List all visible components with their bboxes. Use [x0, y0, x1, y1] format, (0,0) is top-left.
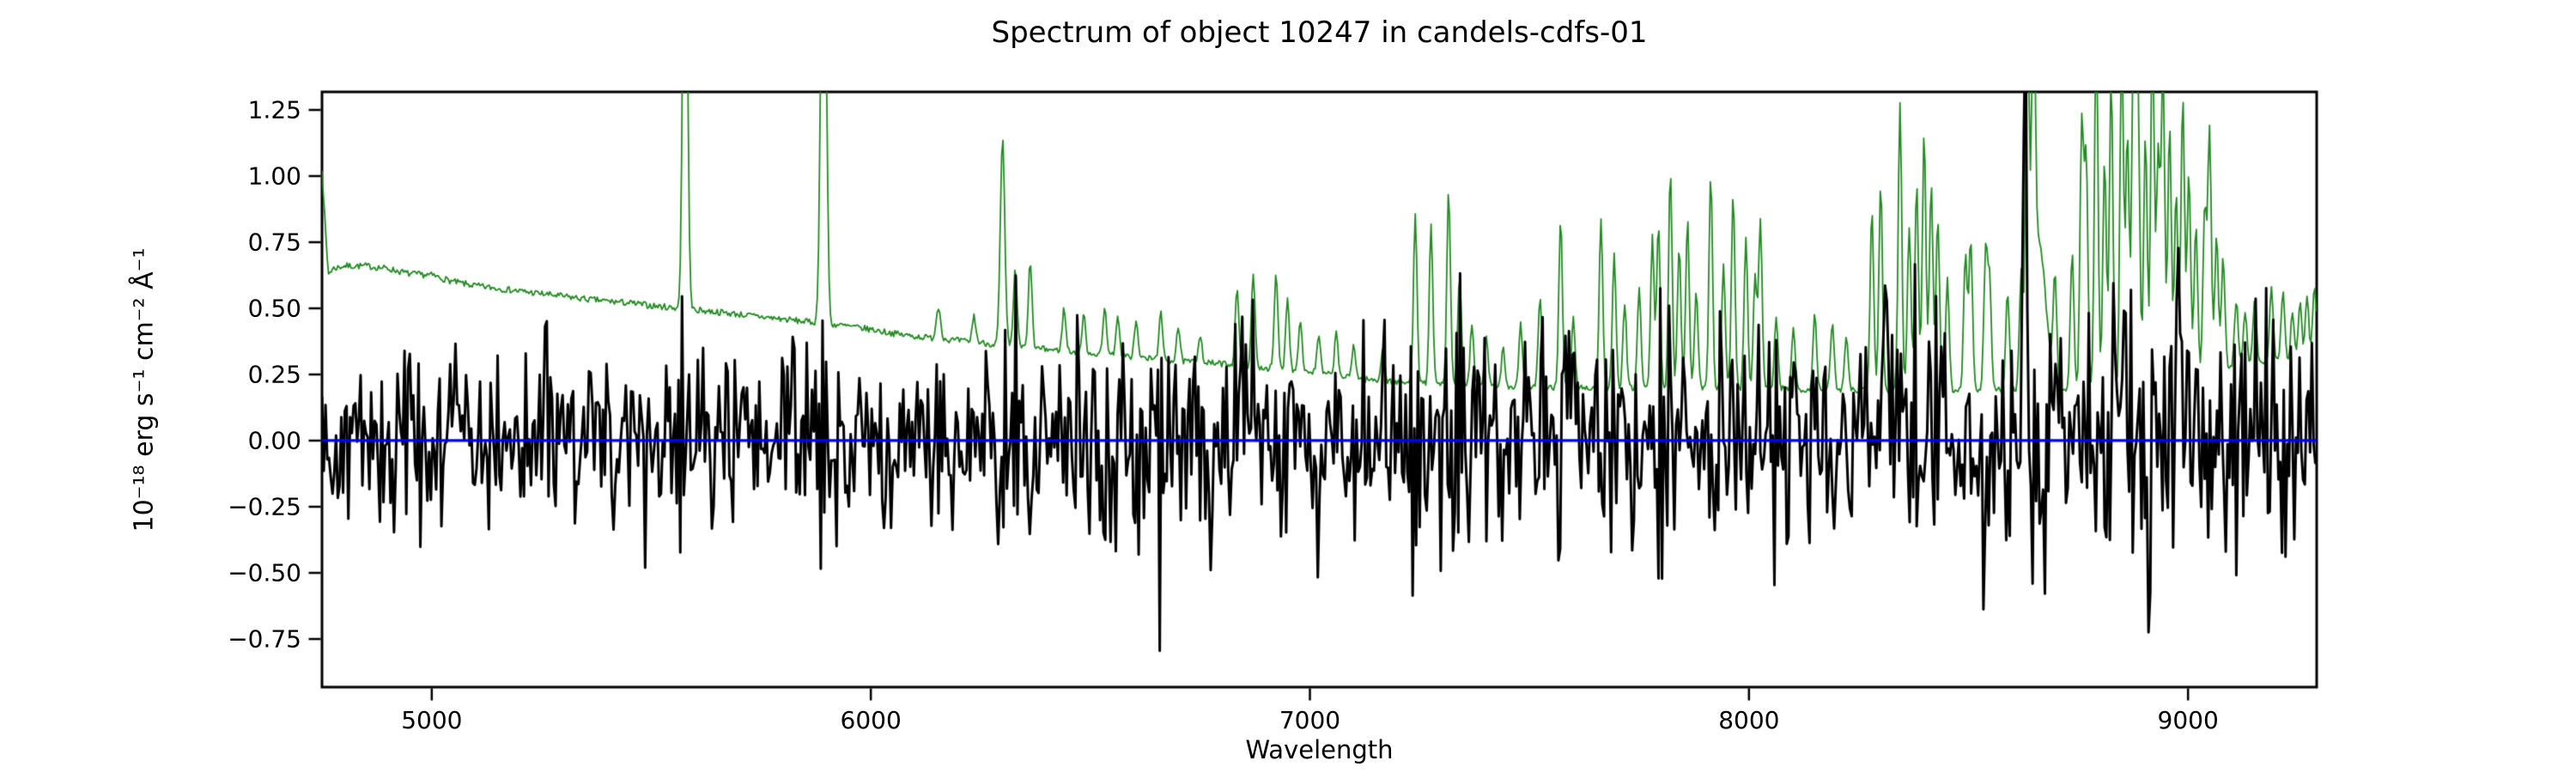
y-tick-label: −0.75	[228, 624, 301, 654]
x-tick-label: 8000	[1718, 706, 1780, 734]
y-tick-label: 0.25	[247, 360, 301, 389]
y-tick-label: 1.00	[247, 161, 301, 191]
y-tick-label: 0.50	[247, 294, 301, 323]
x-tick-label: 5000	[401, 706, 463, 734]
x-axis-label: Wavelength	[1245, 735, 1394, 764]
x-tick-label: 7000	[1279, 706, 1341, 734]
y-axis-label: 10⁻¹⁸ erg s⁻¹ cm⁻² Å⁻¹	[129, 247, 160, 532]
y-tick-label: −0.25	[228, 492, 301, 521]
y-tick-label: 1.25	[247, 95, 301, 125]
x-tick-label: 9000	[2157, 706, 2219, 734]
y-tick-label: 0.75	[247, 228, 301, 257]
y-tick-label: 0.00	[247, 426, 301, 455]
chart-title: Spectrum of object 10247 in candels-cdfs…	[991, 15, 1648, 50]
y-tick-label: −0.50	[228, 558, 301, 587]
x-tick-label: 6000	[840, 706, 902, 734]
